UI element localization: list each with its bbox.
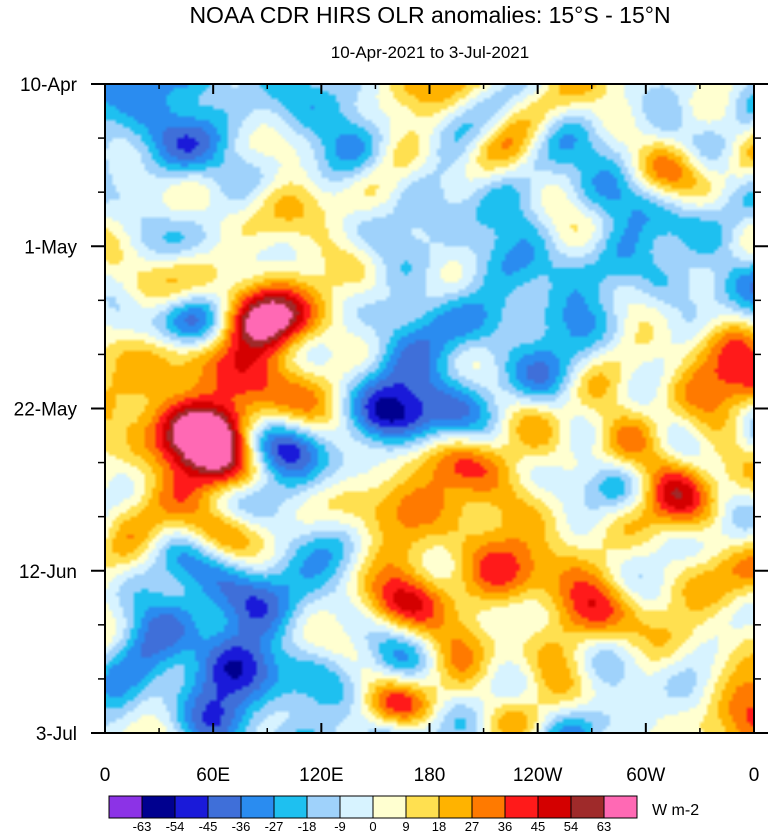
colorbar-box	[570, 795, 605, 819]
y-axis: 10-Apr 1-May 22-May 12-Jun 3-Jul	[14, 75, 768, 745]
colorbar-label: 45	[531, 819, 545, 834]
x-tick-label: 0	[100, 765, 111, 786]
colorbar-label: 36	[498, 819, 512, 834]
x-tick-label: 120E	[299, 765, 343, 786]
colorbar-label: 0	[369, 819, 376, 834]
x-tick-label: 60W	[626, 765, 665, 786]
colorbar-labels: -63 -54 -45 -36 -27 -18 -9 0 9 18 27 36 45 54 63	[133, 819, 612, 834]
colorbar-box	[471, 795, 506, 819]
colorbar-box	[405, 795, 440, 819]
chart-subtitle: 10-Apr-2021 to 3-Jul-2021	[331, 43, 529, 62]
colorbar-box	[207, 795, 242, 819]
colorbar-box	[438, 795, 473, 819]
colorbar-label: -54	[166, 819, 185, 834]
colorbar-box	[108, 795, 143, 819]
colorbar-box	[240, 795, 275, 819]
x-tick-label: 180	[414, 765, 446, 786]
colorbar-box	[603, 795, 638, 819]
colorbar-label: -45	[199, 819, 218, 834]
colorbar-box	[174, 795, 209, 819]
colorbar-box	[141, 795, 176, 819]
plot-area	[104, 83, 755, 734]
colorbar-label: 18	[432, 819, 446, 834]
y-tick-label: 3-Jul	[36, 724, 77, 745]
colorbar-box	[372, 795, 407, 819]
y-tick-label: 10-Apr	[20, 75, 78, 96]
x-tick-label: 60E	[196, 765, 230, 786]
colorbar-box	[537, 795, 572, 819]
colorbar-box	[306, 795, 341, 819]
colorbar-label: 9	[402, 819, 409, 834]
chart-title: NOAA CDR HIRS OLR anomalies: 15°S - 15°N	[189, 2, 670, 28]
colorbar-label: 63	[597, 819, 611, 834]
x-axis: 0 60E 120E 180 120W 60W 0	[100, 84, 760, 786]
x-tick-label: 120W	[513, 765, 563, 786]
colorbar-box	[339, 795, 374, 819]
colorbar: -63 -54 -45 -36 -27 -18 -9 0 9 18 27 36 45 54 63 W m-2	[108, 795, 699, 834]
colorbar-units: W m-2	[652, 802, 699, 819]
x-tick-label: 0	[749, 765, 760, 786]
y-tick-label: 22-May	[14, 400, 78, 421]
colorbar-box	[504, 795, 539, 819]
y-tick-label: 12-Jun	[19, 562, 77, 583]
anomaly-field	[105, 84, 754, 733]
colorbar-label: -27	[265, 819, 284, 834]
y-tick-label: 1-May	[24, 237, 77, 258]
colorbar-label: 54	[564, 819, 578, 834]
colorbar-label: -63	[133, 819, 152, 834]
colorbar-box	[273, 795, 308, 819]
colorbar-label: -36	[232, 819, 251, 834]
colorbar-label: -18	[298, 819, 317, 834]
colorbar-label: 27	[465, 819, 479, 834]
colorbar-boxes	[108, 795, 638, 819]
colorbar-label: -9	[334, 819, 346, 834]
